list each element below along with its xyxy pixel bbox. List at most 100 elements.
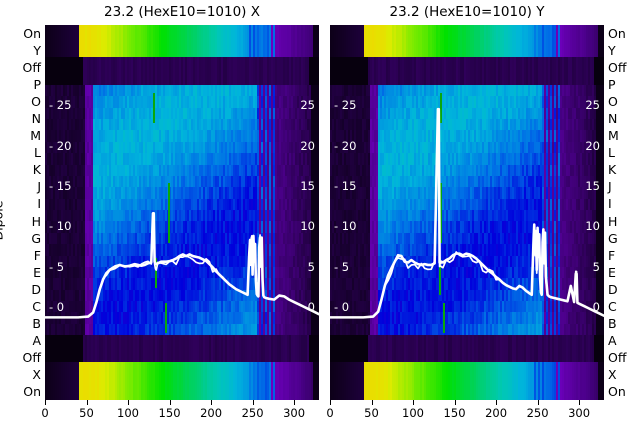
heatmap-cell xyxy=(311,56,314,85)
heatmap-cell xyxy=(313,119,316,132)
heatmap-cell xyxy=(213,130,216,143)
heatmap-cell xyxy=(131,164,134,177)
heatmap-cell xyxy=(191,25,194,57)
heatmap-cell xyxy=(135,164,138,177)
heatmap-cell xyxy=(75,175,78,189)
heatmap-cell xyxy=(57,85,60,98)
heatmap-cell xyxy=(247,141,250,154)
heatmap-cell xyxy=(185,56,188,85)
heatmap-cell xyxy=(57,107,60,120)
heatmap-cell xyxy=(47,119,50,132)
heatmap-cell xyxy=(63,107,66,120)
heatmap-cell xyxy=(47,164,50,177)
heatmap-cell xyxy=(259,96,262,109)
heatmap-cell xyxy=(49,119,52,132)
heatmap-cell xyxy=(105,130,108,143)
heatmap-cell xyxy=(271,153,274,166)
heatmap-cell xyxy=(227,96,230,109)
heatmap-band xyxy=(45,85,319,336)
heatmap-cell xyxy=(179,85,182,98)
heatmap-cell xyxy=(249,25,252,57)
dipole-label-h-11: H xyxy=(608,213,618,229)
heatmap-cell xyxy=(145,153,148,166)
heatmap-cell xyxy=(93,153,96,166)
heatmap-cell xyxy=(143,153,146,166)
heatmap-cell xyxy=(279,85,282,98)
heatmap-cell xyxy=(131,56,134,85)
heatmap-cell xyxy=(135,119,138,132)
heatmap-cell xyxy=(237,141,240,154)
heatmap-cell xyxy=(143,164,146,177)
heatmap-cell xyxy=(161,119,164,132)
heatmap-cell xyxy=(151,107,154,120)
y-tick-label: 20 xyxy=(300,138,315,153)
heatmap-cell xyxy=(173,56,176,85)
heatmap-cell xyxy=(315,56,318,85)
heatmap-cell xyxy=(241,96,244,109)
heatmap-cell xyxy=(81,130,84,143)
heatmap-cell xyxy=(191,141,194,154)
heatmap-cell xyxy=(295,107,298,120)
heatmap-cell xyxy=(69,119,72,132)
heatmap-cell xyxy=(79,119,82,132)
y-axis-label: Dipole xyxy=(0,200,6,241)
heatmap-cell xyxy=(297,153,300,166)
heatmap-cell xyxy=(197,153,200,166)
heatmap-cell xyxy=(211,153,214,166)
y-tick-label: - 10 xyxy=(49,219,72,234)
heatmap-cell xyxy=(309,130,312,143)
heatmap-cell xyxy=(287,119,290,132)
heatmap-cell xyxy=(201,107,204,120)
heatmap-cell xyxy=(207,141,210,154)
spectrogram-panel-y[interactable]: - 0- 5- 10- 15- 20- 25 0 5 10 15 20 25 xyxy=(330,25,604,400)
heatmap-cell xyxy=(213,56,216,85)
heatmap-cell xyxy=(293,164,296,177)
heatmap-cell xyxy=(75,141,78,154)
heatmap-cell xyxy=(167,130,170,143)
heatmap-cell xyxy=(227,85,230,98)
heatmap-cell xyxy=(119,164,122,177)
heatmap-cell xyxy=(55,96,58,109)
heatmap-cell xyxy=(211,107,214,120)
heatmap-cell xyxy=(73,107,76,120)
heatmap-cell xyxy=(245,96,248,109)
heatmap-cell xyxy=(181,85,184,98)
heatmap-cell xyxy=(245,25,248,57)
heatmap-cell xyxy=(159,85,162,98)
heatmap-cell xyxy=(251,141,254,154)
heatmap-cell xyxy=(137,96,140,109)
heatmap-cell xyxy=(217,164,220,177)
heatmap-cell xyxy=(225,141,228,154)
heatmap-cell xyxy=(221,96,224,109)
heatmap-cell xyxy=(243,85,246,98)
heatmap-cell xyxy=(243,96,246,109)
heatmap-cell xyxy=(295,130,298,143)
spectrogram-panel-x[interactable]: - 0- 5- 10- 15- 20- 25 0 5 10 15 20 25 xyxy=(45,25,319,400)
heatmap-cell xyxy=(203,130,206,143)
heatmap-cell xyxy=(303,130,306,143)
heatmap-cell xyxy=(77,107,80,120)
heatmap-cell xyxy=(47,153,50,166)
heatmap-cell xyxy=(85,85,88,98)
heatmap-cell xyxy=(237,107,240,120)
heatmap-cell xyxy=(237,119,240,132)
heatmap-cell xyxy=(123,25,126,57)
heatmap-cell xyxy=(153,119,156,132)
heatmap-cell xyxy=(85,107,88,120)
heatmap-cell xyxy=(59,153,62,166)
heatmap-subrow xyxy=(45,164,319,177)
heatmap-cell xyxy=(103,164,106,177)
heatmap-cell xyxy=(221,56,224,85)
heatmap-cell xyxy=(99,56,102,85)
heatmap-cell xyxy=(69,56,72,85)
heatmap-cell xyxy=(133,119,136,132)
heatmap-cell xyxy=(205,130,208,143)
heatmap-cell xyxy=(71,85,74,98)
heatmap-cell xyxy=(243,25,246,57)
heatmap-cell xyxy=(145,130,148,143)
heatmap-cell xyxy=(69,130,72,143)
heatmap-cell xyxy=(81,56,84,85)
heatmap-cell xyxy=(171,164,174,177)
heatmap-cell xyxy=(221,130,224,143)
heatmap-cell xyxy=(297,56,300,85)
